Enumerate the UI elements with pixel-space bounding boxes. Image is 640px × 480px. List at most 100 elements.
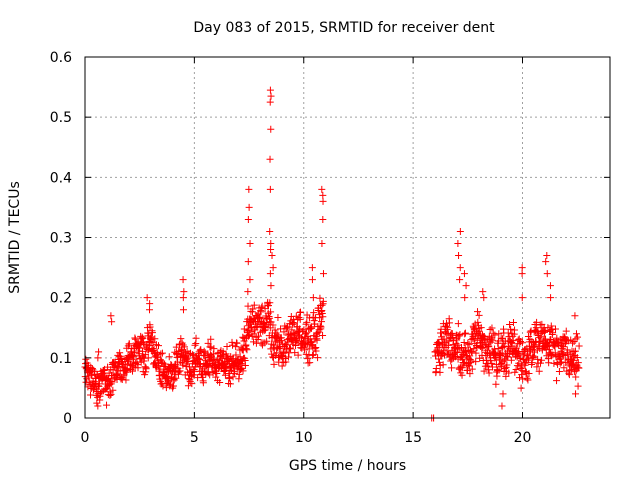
data-point bbox=[274, 313, 282, 321]
data-point bbox=[107, 380, 115, 388]
data-point bbox=[553, 377, 561, 385]
data-point bbox=[245, 203, 253, 211]
data-point bbox=[575, 342, 583, 350]
data-point bbox=[458, 364, 466, 372]
data-point bbox=[229, 341, 237, 349]
data-point bbox=[142, 365, 150, 373]
data-point bbox=[103, 376, 111, 384]
data-point bbox=[118, 375, 126, 383]
data-point bbox=[461, 330, 469, 338]
data-point bbox=[207, 343, 215, 351]
data-point bbox=[319, 270, 327, 278]
data-point bbox=[467, 357, 475, 365]
data-point bbox=[555, 368, 563, 376]
data-point bbox=[545, 346, 553, 354]
data-point bbox=[226, 380, 234, 388]
data-point bbox=[130, 353, 138, 361]
data-point bbox=[309, 351, 317, 359]
data-point bbox=[543, 252, 551, 260]
data-point bbox=[122, 376, 130, 384]
y-tick-label: 0 bbox=[63, 411, 72, 427]
data-point bbox=[131, 335, 139, 343]
data-point bbox=[316, 322, 324, 330]
data-point bbox=[533, 328, 541, 336]
data-point bbox=[266, 98, 274, 106]
data-point bbox=[201, 352, 209, 360]
data-point bbox=[485, 369, 493, 377]
data-point bbox=[165, 378, 173, 386]
data-point bbox=[523, 374, 531, 382]
data-point bbox=[460, 339, 468, 347]
data-point bbox=[493, 372, 501, 380]
data-point bbox=[95, 380, 103, 388]
data-point bbox=[319, 191, 327, 199]
data-point bbox=[269, 321, 277, 329]
data-point bbox=[266, 299, 274, 307]
data-point bbox=[309, 351, 317, 359]
data-point bbox=[313, 336, 321, 344]
data-point bbox=[509, 337, 517, 345]
data-point bbox=[136, 344, 144, 352]
data-point bbox=[257, 308, 265, 316]
data-point bbox=[549, 329, 557, 337]
data-point bbox=[221, 371, 229, 379]
data-point bbox=[499, 390, 507, 398]
data-point bbox=[235, 370, 243, 378]
data-point bbox=[135, 343, 143, 351]
data-point bbox=[89, 366, 97, 374]
data-point bbox=[266, 227, 274, 235]
data-point bbox=[498, 350, 506, 358]
data-point bbox=[466, 352, 474, 360]
data-point bbox=[456, 264, 464, 272]
data-point bbox=[238, 360, 246, 368]
data-point bbox=[461, 329, 469, 337]
data-point bbox=[474, 308, 482, 316]
data-point bbox=[548, 352, 556, 360]
data-point bbox=[267, 308, 275, 316]
data-point bbox=[318, 310, 326, 318]
data-point bbox=[256, 314, 264, 322]
data-point bbox=[250, 301, 258, 309]
data-point bbox=[107, 312, 115, 320]
data-point bbox=[460, 270, 468, 278]
data-points bbox=[81, 86, 583, 422]
data-point bbox=[464, 339, 472, 347]
data-point bbox=[521, 345, 529, 353]
data-point bbox=[475, 327, 483, 335]
data-point bbox=[444, 323, 452, 331]
data-point bbox=[284, 353, 292, 361]
data-point bbox=[310, 309, 318, 317]
data-point bbox=[294, 351, 302, 359]
y-axis-label: SRMTID / TECUs bbox=[7, 181, 23, 294]
data-point bbox=[93, 399, 101, 407]
x-tick-label: 15 bbox=[404, 430, 422, 446]
data-point bbox=[286, 344, 294, 352]
data-point bbox=[249, 305, 257, 313]
data-point bbox=[571, 347, 579, 355]
data-point bbox=[180, 288, 188, 296]
data-point bbox=[518, 366, 526, 374]
data-point bbox=[294, 337, 302, 345]
data-point bbox=[266, 270, 274, 278]
data-point bbox=[511, 326, 519, 334]
x-tick-label: 10 bbox=[295, 430, 313, 446]
data-point bbox=[485, 342, 493, 350]
data-point bbox=[232, 343, 240, 351]
data-point bbox=[282, 358, 290, 366]
data-point bbox=[319, 215, 327, 223]
data-point bbox=[182, 362, 190, 370]
data-point bbox=[144, 354, 152, 362]
data-point bbox=[319, 313, 327, 321]
data-point bbox=[148, 329, 156, 337]
data-point bbox=[439, 361, 447, 369]
y-tick-label: 0.5 bbox=[50, 110, 72, 126]
data-point bbox=[475, 311, 483, 319]
data-point bbox=[551, 343, 559, 351]
data-point bbox=[157, 350, 165, 358]
data-point bbox=[147, 333, 155, 341]
data-point bbox=[550, 359, 558, 367]
data-point bbox=[435, 358, 443, 366]
data-point bbox=[468, 365, 476, 373]
data-point bbox=[497, 334, 505, 342]
